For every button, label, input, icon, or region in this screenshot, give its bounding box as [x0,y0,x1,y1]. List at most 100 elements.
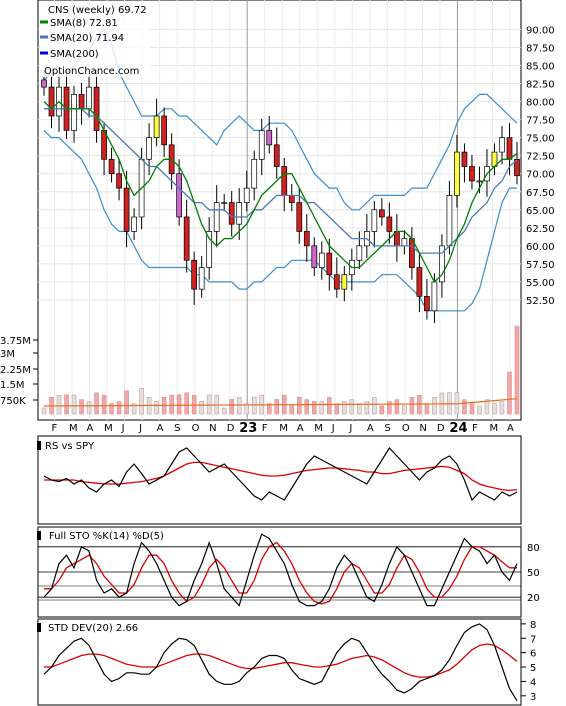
std-tick-label: 7 [530,634,536,645]
month-label: A [507,423,514,434]
candle-body [258,130,265,160]
price-tick-label: 67.50 [526,188,555,199]
month-axis-labels: F M A M J J A S O N D 23 F M A M J J A S O N D 24 F M A [52,421,514,436]
sma20-line [44,108,518,254]
volume-bar [64,394,69,415]
candle-body [311,245,318,268]
month-label: A [157,423,164,434]
std-title: STD DEV(20) 2.66 [48,623,138,634]
volume-bar [349,399,355,415]
bollinger-lower-band [43,129,517,312]
price-tick-label: 72.50 [526,152,555,163]
volume-bar [499,401,505,415]
price-tick-label: 75.00 [526,134,555,145]
candle-body [131,216,137,232]
std-dev-line [43,623,518,702]
chart-title: CNS (weekly) 69.72 [48,5,147,16]
price-tick-label: 65.00 [526,206,555,217]
volume-axis-labels: 3.75M 3M 2.25M 1.5M 750K [0,336,38,407]
month-label: N [209,423,216,434]
volume-bar [229,399,234,415]
volume-bar [394,399,400,415]
volume-bar [94,392,99,415]
candle-body [221,202,228,204]
candle-body [93,86,100,131]
std-tick-label: 4 [530,677,536,688]
rs-title: RS vs SPY [45,441,95,452]
month-label: F [52,423,58,434]
month-label: M [314,423,323,434]
candle-body [78,94,85,110]
candle-body [333,274,340,290]
volume-bar [206,394,212,415]
volume-tick-label: 1.5M [0,380,25,391]
candle-body [379,209,385,218]
candle-body [318,252,325,268]
price-tick-label: 77.50 [526,116,555,127]
candle-body [431,281,438,312]
candle-body [146,137,152,160]
volume-bar [236,397,242,415]
volume-average-line [43,398,518,407]
watermark: OptionChance.com [44,66,139,77]
candle-body [469,166,475,182]
volume-bar [176,394,182,415]
rs-lines [43,447,518,502]
month-label: M [489,423,498,434]
volume-bar [124,390,129,415]
candle-body [416,267,423,297]
month-label: D [437,423,445,434]
candle-body [183,216,190,261]
price-tick-label: 60.00 [526,242,555,253]
month-label: J [121,423,125,434]
volume-tick-label: 3.75M [0,336,31,347]
candle-body [439,245,445,283]
std-tick-label: 3 [530,692,536,703]
candle-body [341,274,348,290]
candle-body [251,158,258,189]
candle-body [198,267,205,290]
volume-bar [86,401,92,415]
month-label: 23 [239,421,257,436]
volume-bar [79,399,84,415]
price-tick-label: 82.50 [526,80,555,91]
candle-body [236,202,243,225]
candle-body [86,86,92,110]
price-tick-label: 55.00 [526,278,555,289]
month-label: M [104,423,113,434]
candlesticks [41,69,520,324]
candle-body [228,202,235,225]
sto-title: Full STO %K(14) %D(5) [49,531,164,542]
candle-body [424,296,430,312]
volume-bar [221,407,227,415]
candle-body [326,252,333,276]
volume-bar [507,371,512,415]
volume-bar [101,394,107,415]
std-lines [43,623,518,702]
rs-panel-frame [37,435,522,525]
candle-body [48,86,55,117]
std-tick-label: 8 [530,620,536,631]
candle-body [266,130,273,146]
sto-tick-label: 20 [527,593,540,604]
volume-bar [304,399,310,415]
price-tick-label: 62.50 [526,224,555,235]
candle-body [41,79,47,88]
price-tick-label: 70.00 [526,170,555,181]
sma200-legend-label: SMA(200) [50,49,99,60]
volume-bar [319,401,325,415]
candle-body [401,238,408,247]
candle-body [476,180,483,183]
month-label: M [69,423,78,434]
sto-k-line [43,533,518,607]
std-panel-frame [37,618,522,706]
candle-body [446,195,453,247]
std-legend: STD DEV(20) 2.66 [37,623,138,634]
month-label: O [192,423,200,434]
candle-body [116,173,122,189]
candle-body [153,115,160,138]
sma8-line [43,100,518,283]
candle-body [303,231,310,247]
volume-tick-label: 2.25M [0,365,31,376]
candle-body [191,259,198,290]
